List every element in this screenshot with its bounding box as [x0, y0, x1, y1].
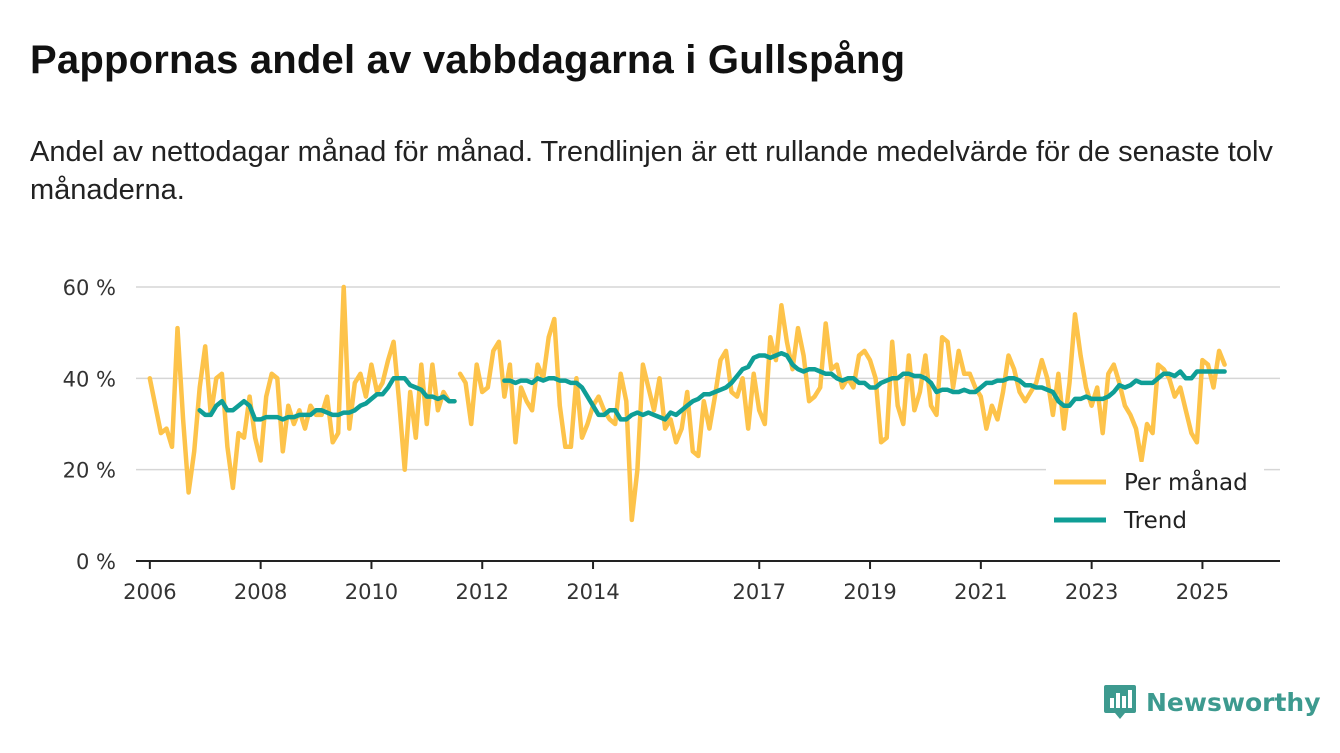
- series-line-monthly: [147, 284, 457, 495]
- legend-background: [1046, 462, 1264, 544]
- legend: Per månad Trend: [1046, 462, 1264, 544]
- y-tick-label: 60 %: [63, 276, 116, 300]
- series-line-trend: [197, 376, 457, 422]
- newsworthy-logo: Newsworthy: [1103, 683, 1321, 721]
- axes: 0 % 20 % 40 % 60 % 2006 2008 2010 2012 2014 2017 2…: [63, 276, 1280, 604]
- legend-label-trend: Trend: [1123, 508, 1187, 534]
- x-tick-label: 2019: [843, 580, 896, 604]
- x-tick-label: 2010: [345, 580, 398, 604]
- series-line-trend: [502, 350, 1227, 422]
- y-tick-label: 0 %: [76, 550, 116, 574]
- series-lines: [147, 284, 1227, 523]
- x-tick-label: 2025: [1176, 580, 1229, 604]
- y-tick-label: 20 %: [63, 459, 116, 483]
- legend-label-monthly: Per månad: [1124, 468, 1248, 496]
- x-tick-label: 2017: [733, 580, 786, 604]
- y-tick-label: 40 %: [63, 367, 116, 391]
- x-tick-label: 2012: [456, 580, 509, 604]
- x-tick-label: 2006: [123, 580, 176, 604]
- series-line-monthly: [457, 303, 1227, 523]
- x-tick-label: 2023: [1065, 580, 1118, 604]
- x-tick-label: 2014: [566, 580, 619, 604]
- brand-name: Newsworthy: [1146, 687, 1321, 717]
- chart-subtitle: Andel av nettodagar månad för månad. Tre…: [30, 136, 1273, 206]
- chart-title: Pappornas andel av vabbdagarna i Gullspå…: [30, 38, 906, 82]
- x-tick-label: 2008: [234, 580, 287, 604]
- x-tick-label: 2021: [954, 580, 1007, 604]
- newsworthy-chart-icon: [1104, 685, 1136, 719]
